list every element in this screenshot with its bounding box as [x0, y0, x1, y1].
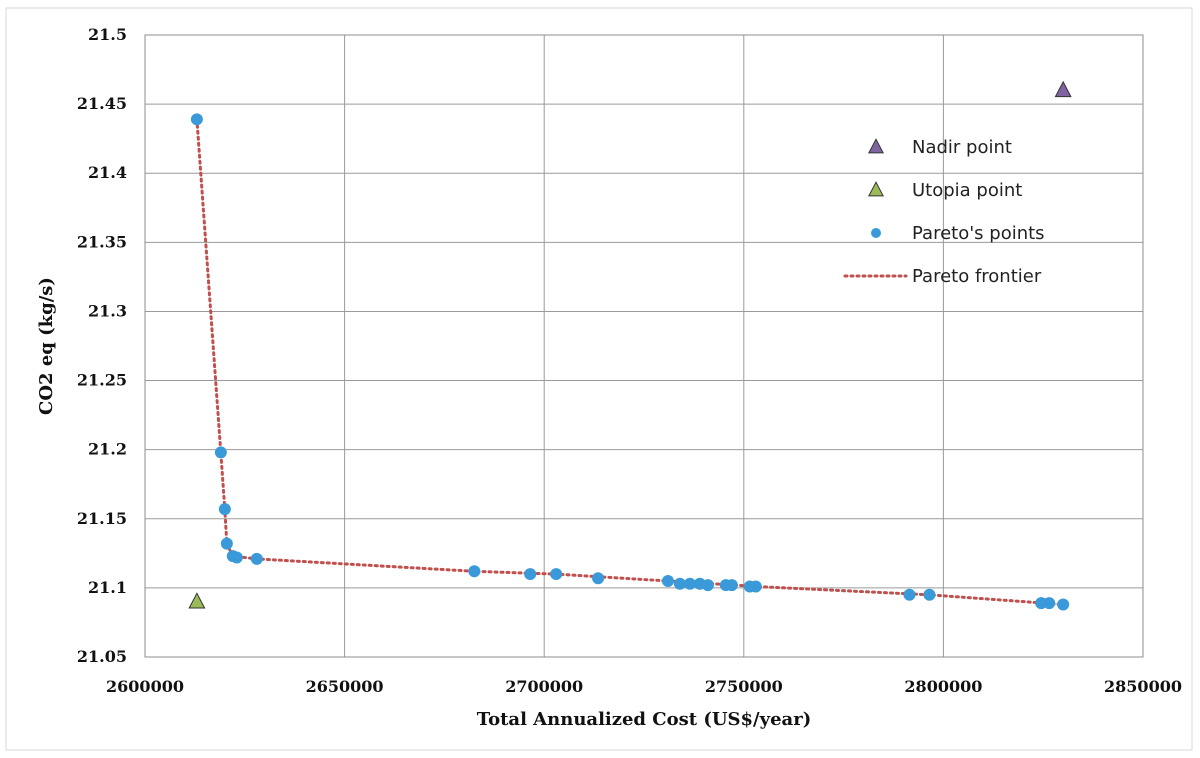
pareto-point	[673, 577, 686, 590]
pareto-point	[190, 113, 203, 126]
legend-item-nadir: Nadir point	[868, 137, 1012, 158]
y-axis-ticks: 21.05 21.1 21.15 21.2 21.25 21.3 21.35 21.4 21.4…	[77, 25, 127, 666]
legend-label-pareto-points: Pareto's points	[912, 223, 1045, 244]
x-tick-label: 2650000	[306, 677, 384, 696]
x-tick-label: 2700000	[505, 677, 583, 696]
x-axis-title: Total Annualized Cost (US$/year)	[477, 709, 811, 730]
legend-symbol-circle	[871, 228, 881, 238]
pareto-point	[903, 588, 916, 601]
pareto-point	[1057, 598, 1070, 611]
pareto-point	[524, 568, 537, 581]
x-tick-label: 2600000	[106, 677, 184, 696]
legend-item-utopia: Utopia point	[868, 180, 1022, 201]
pareto-point	[550, 568, 563, 581]
y-tick-label: 21.1	[88, 578, 127, 597]
series	[188, 80, 1072, 611]
pareto-point	[214, 446, 227, 459]
y-tick-label: 21.4	[88, 163, 127, 182]
y-tick-label: 21.25	[77, 371, 127, 390]
legend: Nadir point Utopia point Pareto's points…	[843, 137, 1045, 287]
pareto-point	[230, 551, 243, 564]
y-tick-label: 21.5	[88, 25, 127, 44]
legend-symbol-triangle	[868, 138, 884, 154]
legend-label-pareto-frontier: Pareto frontier	[912, 266, 1042, 287]
pareto-point	[661, 574, 674, 587]
x-axis-ticks: 2600000 2650000 2700000 2750000 2800000 28500…	[106, 677, 1182, 696]
y-tick-label: 21.45	[77, 94, 127, 113]
legend-symbol-triangle	[868, 181, 884, 197]
x-tick-label: 2850000	[1104, 677, 1182, 696]
y-tick-label: 21.15	[77, 509, 127, 528]
legend-label-utopia: Utopia point	[912, 180, 1022, 201]
legend-item-pareto-points: Pareto's points	[871, 223, 1045, 244]
x-tick-label: 2750000	[705, 677, 783, 696]
pareto-point	[683, 577, 696, 590]
pareto-point	[218, 503, 231, 516]
pareto-frontier-line	[195, 117, 1065, 606]
nadir-point-marker	[1054, 80, 1072, 98]
pareto-point	[923, 588, 936, 601]
x-tick-label: 2800000	[904, 677, 982, 696]
pareto-point	[220, 537, 233, 550]
pareto-point	[749, 580, 762, 593]
legend-item-pareto-frontier: Pareto frontier	[843, 266, 1042, 287]
chart-border	[5, 7, 1193, 751]
plot-frame	[144, 34, 1144, 658]
y-tick-label: 21.05	[77, 647, 127, 666]
y-tick-label: 21.35	[77, 232, 127, 251]
pareto-point	[468, 565, 481, 578]
y-tick-label: 21.2	[88, 440, 127, 459]
pareto-point	[1043, 597, 1056, 610]
y-tick-label: 21.3	[88, 301, 127, 320]
legend-label-nadir: Nadir point	[912, 137, 1012, 158]
pareto-point	[250, 552, 263, 565]
pareto-point	[725, 579, 738, 592]
y-axis-title: CO2 eq (kg/s)	[36, 277, 57, 415]
pareto-point	[592, 572, 605, 585]
plot-area	[144, 34, 1144, 658]
utopia-point-marker	[188, 592, 206, 609]
pareto-point	[701, 579, 714, 592]
